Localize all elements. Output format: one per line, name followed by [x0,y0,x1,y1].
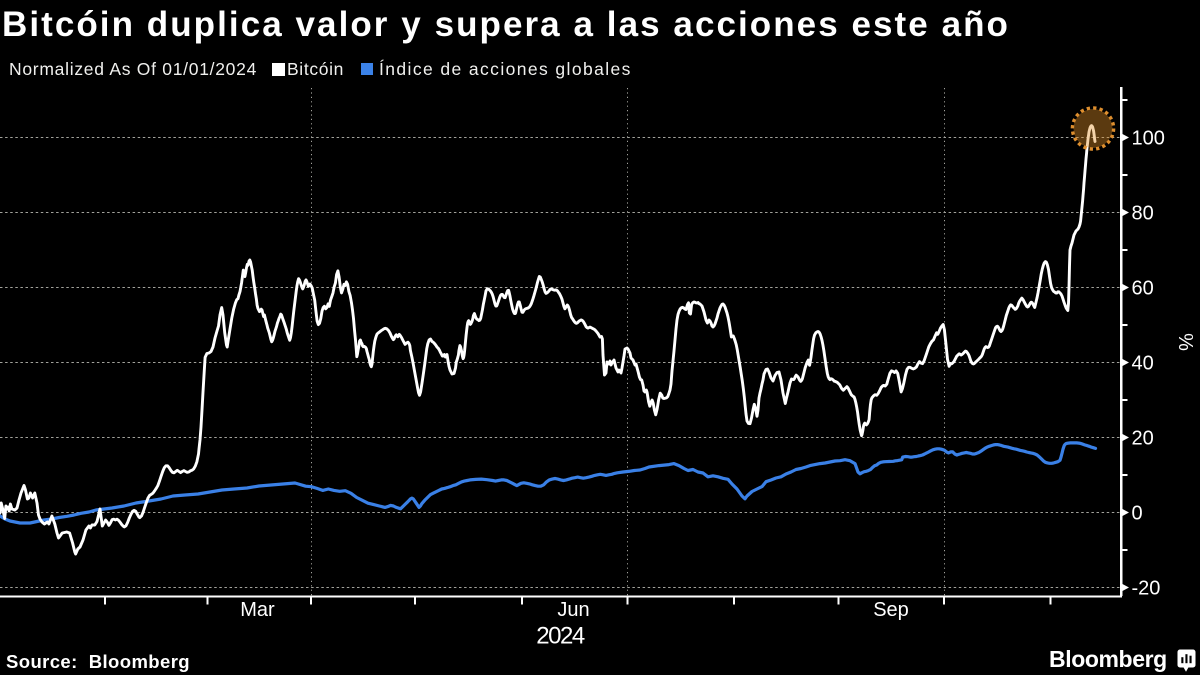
svg-text:0: 0 [1132,503,1143,525]
svg-text:Mar: Mar [240,599,275,621]
svg-text:40: 40 [1132,353,1154,375]
svg-text:Jun: Jun [557,599,589,621]
svg-text:Sep: Sep [873,599,909,621]
svg-text:80: 80 [1132,203,1154,225]
svg-text:20: 20 [1132,428,1154,450]
svg-text:60: 60 [1132,278,1154,300]
svg-text:%: % [1174,333,1196,351]
svg-text:2024: 2024 [536,623,585,650]
svg-text:-20: -20 [1132,578,1161,600]
svg-text:100: 100 [1132,128,1165,150]
